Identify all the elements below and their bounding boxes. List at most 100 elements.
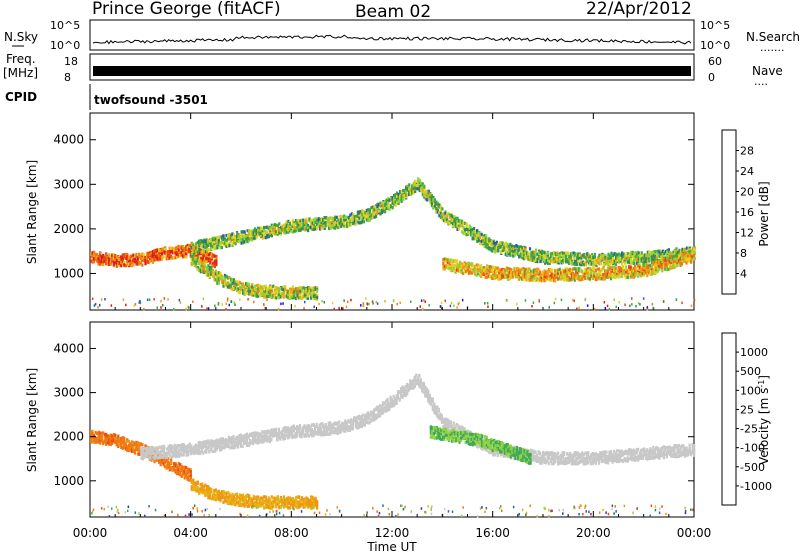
echo-cell — [575, 262, 578, 266]
echo-cell — [102, 256, 105, 260]
echo-cell — [455, 264, 459, 268]
echo-cell — [115, 255, 118, 259]
echo-cell — [296, 290, 299, 294]
echo-cell — [314, 225, 317, 229]
echo-cell — [127, 256, 130, 260]
noise-trace — [92, 34, 692, 45]
echo-cell — [688, 253, 691, 257]
echo-cell — [374, 212, 378, 216]
echo-cell — [564, 278, 567, 282]
echo-cell — [263, 235, 266, 239]
echo-cell — [266, 294, 269, 298]
echo-cell — [314, 286, 317, 290]
echo-cell — [652, 250, 655, 254]
echo-cell — [682, 253, 685, 257]
echo-cell — [634, 273, 637, 277]
echo-cell — [473, 227, 476, 231]
echo-cell — [481, 272, 484, 276]
echo-cell — [234, 240, 237, 244]
echo-cell — [436, 208, 439, 212]
echo-cell — [661, 263, 664, 267]
echo-cell — [412, 190, 415, 194]
echo-cell — [421, 189, 424, 193]
echo-cell — [538, 256, 541, 260]
echo-cell — [442, 261, 445, 266]
echo-cell — [264, 289, 267, 293]
echo-cell — [109, 260, 112, 265]
echo-cell — [592, 256, 595, 260]
echo-cell — [656, 263, 659, 268]
echo-cell — [477, 263, 480, 267]
echo-cell — [559, 252, 562, 256]
echo-cell — [577, 252, 580, 256]
echo-cell — [232, 281, 236, 285]
echo-cell — [463, 261, 466, 265]
echo-cell — [658, 259, 661, 264]
echo-cell — [670, 261, 673, 265]
echo-cell — [542, 258, 545, 262]
echo-cell — [161, 248, 164, 252]
echo-cell — [114, 261, 117, 265]
echo-cell — [109, 262, 112, 266]
echo-cell — [584, 269, 587, 273]
echo-cell — [545, 272, 548, 276]
echo-cell — [619, 266, 622, 270]
echo-cell — [211, 270, 214, 274]
echo-cell — [637, 264, 640, 268]
echo-cell — [179, 254, 182, 258]
echo-cell — [564, 267, 567, 271]
echo-cell — [465, 223, 468, 228]
echo-cell — [195, 257, 198, 261]
echo-cell — [491, 239, 494, 243]
echo-cell — [229, 277, 233, 281]
echo-cell — [205, 248, 208, 252]
echo-cell — [193, 260, 196, 264]
echo-cell — [628, 258, 631, 262]
echo-noise — [572, 298, 574, 302]
echo-cell — [448, 259, 451, 263]
echo-cell — [302, 227, 305, 231]
echo-cell — [127, 262, 130, 266]
echo-cell — [190, 257, 193, 261]
echo-cell — [490, 276, 493, 280]
echo-cell — [261, 292, 264, 296]
echo-cell — [365, 218, 368, 222]
echo-cell — [383, 207, 387, 211]
echo-cell — [198, 251, 201, 255]
echo-cell — [607, 252, 610, 256]
echo-cell — [109, 442, 112, 446]
echo-cell — [248, 232, 251, 236]
echo-noise — [206, 307, 208, 310]
echo-cell — [232, 287, 236, 291]
echo-cell — [560, 277, 563, 281]
echo-cell — [567, 278, 570, 282]
echo-cell — [109, 433, 112, 437]
echo-cell — [502, 274, 505, 278]
echo-cell — [254, 232, 257, 236]
echo-cell — [322, 223, 325, 227]
echo-cell — [474, 232, 477, 236]
echo-cell — [264, 291, 267, 296]
echo-cell — [396, 198, 399, 202]
echo-cell — [126, 260, 129, 264]
echo-cell — [302, 220, 305, 224]
echo-cell — [220, 275, 224, 279]
echo-noise — [606, 304, 609, 308]
echo-cell — [159, 254, 162, 258]
echo-noise — [343, 299, 345, 302]
echo-noise — [410, 300, 412, 303]
echo-cell — [261, 230, 264, 234]
echo-cell — [213, 245, 216, 249]
echo-cell — [203, 254, 206, 258]
echo-cell — [373, 215, 376, 219]
echo-cell — [158, 256, 161, 260]
echo-cell — [509, 247, 512, 251]
echo-cell — [158, 254, 161, 258]
echo-cell — [340, 224, 343, 228]
echo-cell — [530, 250, 533, 254]
echo-cell — [525, 251, 529, 255]
echo-cell — [649, 251, 652, 255]
echo-cell — [638, 271, 641, 275]
echo-cell — [601, 257, 604, 261]
